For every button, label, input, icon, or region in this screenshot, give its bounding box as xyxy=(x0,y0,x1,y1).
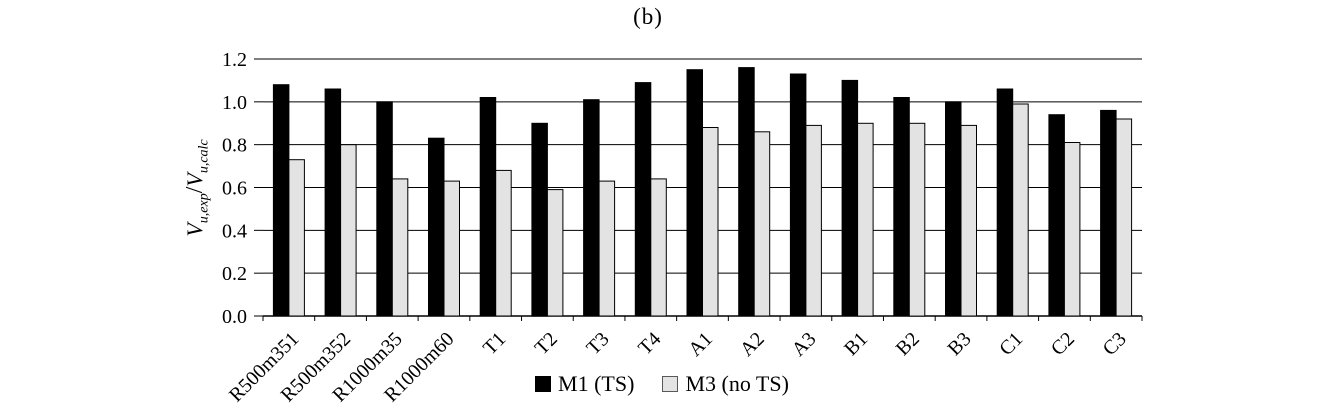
bar-A3-series-1 xyxy=(805,124,822,317)
bar-R1000m35-series-1 xyxy=(391,178,409,317)
bar-C1-series-1 xyxy=(1012,103,1029,317)
bar-T1-series-1 xyxy=(495,169,512,317)
bar-T1-series-0 xyxy=(479,97,497,317)
y-tick-label: 0.8 xyxy=(222,135,247,157)
legend-item-m1-ts: M1 (TS) xyxy=(535,371,634,397)
x-tick-label: T4 xyxy=(634,328,665,359)
bar-T2-series-1 xyxy=(546,189,564,317)
y-tick-label: 0.6 xyxy=(222,178,247,200)
legend-label-m1-ts: M1 (TS) xyxy=(558,371,635,396)
x-tick-label: T2 xyxy=(531,328,562,359)
bar-R500m352-series-0 xyxy=(324,88,342,317)
bar-B2-series-0 xyxy=(893,97,910,317)
bar-C2-series-1 xyxy=(1063,142,1081,317)
x-tick-label: B2 xyxy=(892,328,924,360)
legend-swatch-m3-no-ts xyxy=(662,376,679,392)
x-tick-label: A3 xyxy=(788,328,821,361)
bar-A1-series-0 xyxy=(686,69,703,317)
bar-C2-series-0 xyxy=(1048,114,1065,317)
bar-B3-series-1 xyxy=(960,124,977,317)
bar-B1-series-0 xyxy=(841,79,859,317)
bar-A2-series-1 xyxy=(753,131,771,317)
bar-C3-series-1 xyxy=(1115,118,1133,317)
x-tick-label: A2 xyxy=(736,328,769,361)
bar-R1000m60-series-0 xyxy=(428,137,445,317)
bar-B2-series-1 xyxy=(908,122,926,317)
y-tick-label: 0.4 xyxy=(222,220,247,242)
bar-B1-series-1 xyxy=(857,122,874,317)
legend-label-m3-no-ts: M3 (no TS) xyxy=(685,371,789,396)
bar-R1000m60-series-1 xyxy=(443,180,460,317)
bar-R500m351-series-1 xyxy=(288,159,305,317)
bar-T4-series-1 xyxy=(650,178,667,317)
x-tick-label: T3 xyxy=(582,328,613,359)
bar-A3-series-0 xyxy=(789,73,807,317)
x-tick-label: A1 xyxy=(684,328,717,361)
x-tick-label: B3 xyxy=(944,328,976,360)
bar-R500m351-series-0 xyxy=(272,84,290,317)
bar-R1000m35-series-0 xyxy=(376,101,393,317)
bar-B3-series-0 xyxy=(945,101,962,317)
y-tick-label: 0.0 xyxy=(222,306,247,328)
bar-A1-series-1 xyxy=(702,127,719,317)
bar-A2-series-0 xyxy=(738,67,755,317)
y-tick-label: 1.0 xyxy=(222,92,247,114)
bar-T2-series-0 xyxy=(531,122,548,317)
x-tick-label: B1 xyxy=(840,328,872,360)
legend-swatch-m1-ts xyxy=(535,376,552,392)
chart-subfigure-label: (b) xyxy=(633,4,663,29)
bar-R500m352-series-1 xyxy=(340,144,357,317)
legend-item-m3-no-ts: M3 (no TS) xyxy=(662,371,789,397)
x-tick-label: C3 xyxy=(1099,328,1131,360)
y-tick-label: 0.2 xyxy=(222,263,247,285)
x-tick-label: C2 xyxy=(1047,328,1079,360)
bar-C3-series-0 xyxy=(1100,109,1117,317)
bar-T4-series-0 xyxy=(634,82,652,317)
bar-T3-series-1 xyxy=(598,180,616,317)
x-tick-label: C1 xyxy=(995,328,1027,360)
x-tick-label: T1 xyxy=(479,328,510,359)
chart-legend: M1 (TS) M3 (no TS) xyxy=(0,368,1324,400)
y-tick-label: 1.2 xyxy=(222,49,247,71)
bar-C1-series-0 xyxy=(996,88,1014,317)
bar-T3-series-0 xyxy=(583,99,600,317)
